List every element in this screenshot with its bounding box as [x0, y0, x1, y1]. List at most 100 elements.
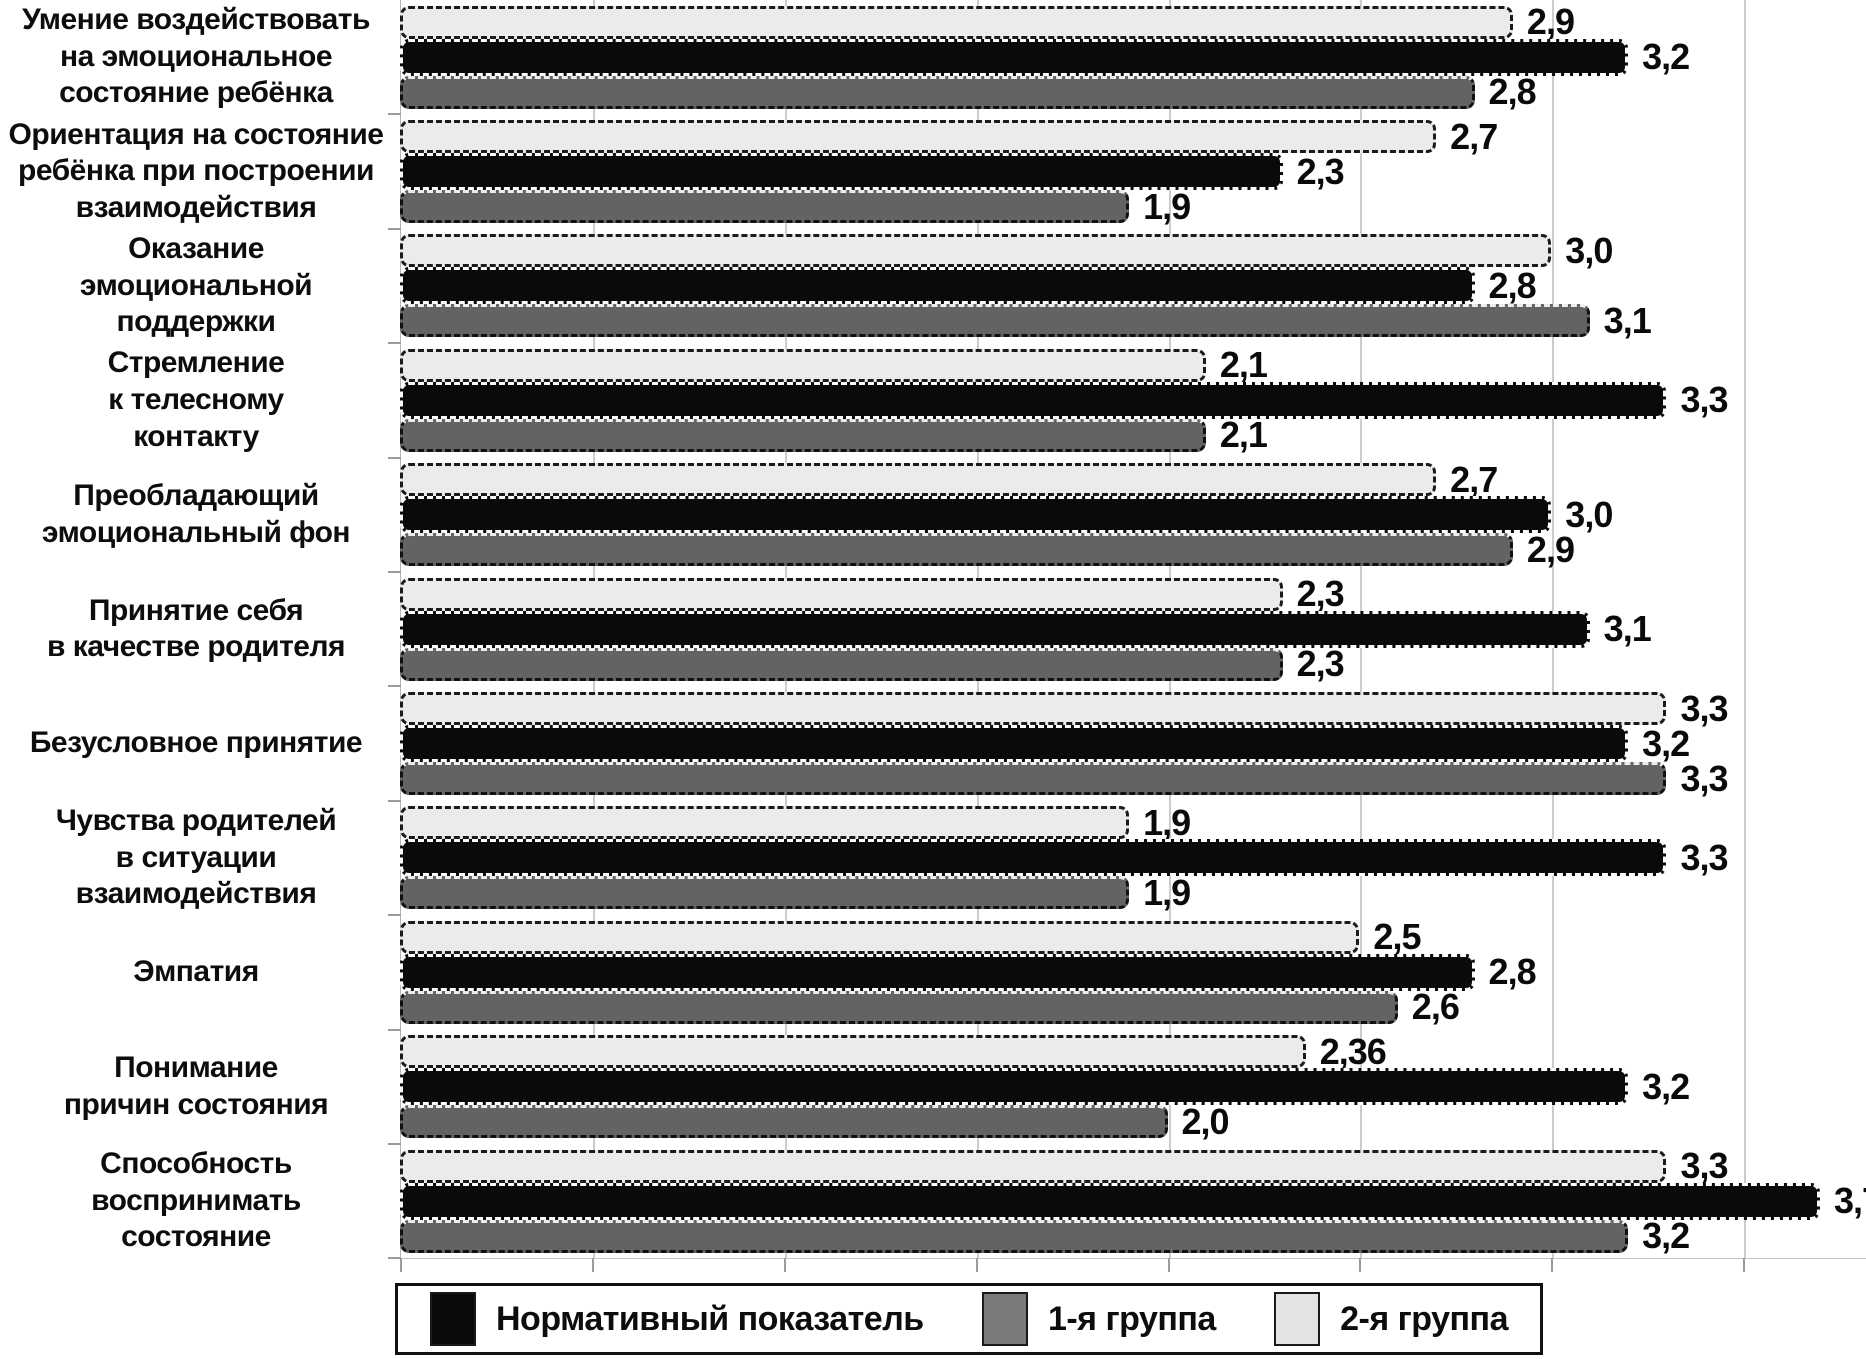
bar-1-я группа [400, 876, 1130, 910]
bar-Нормативный показатель [400, 496, 1552, 534]
bar-2-я группа [400, 920, 1360, 954]
bar-2-я группа [400, 806, 1130, 840]
category-row: Безусловное принятие 3,3 3,2 3,3 [0, 686, 1866, 800]
category-label: Ориентация на состояние ребёнка при пост… [8, 117, 384, 224]
bar-Нормативный показатель [400, 1182, 1820, 1220]
value-label: 3,3 [1680, 687, 1728, 729]
axis-tick-left [388, 914, 401, 917]
bar-line: 2,3 [400, 573, 1866, 615]
category-row: Преобладающий эмоциональный фон 2,7 3,0 2,9 [0, 458, 1866, 572]
legend-label-normative: Нормативный показатель [496, 1299, 924, 1338]
chart-rows: Умение воздействовать на эмоциональное с… [0, 0, 1866, 1258]
value-label: 2,1 [1219, 414, 1268, 456]
value-label: 1,9 [1143, 871, 1191, 913]
value-label: 2,8 [1488, 951, 1537, 993]
bar-1-я группа [400, 190, 1130, 224]
bar-1-я группа [400, 1219, 1629, 1253]
value-label: 2,0 [1181, 1100, 1230, 1142]
bar-1-я группа [400, 304, 1590, 338]
bar-line: 3,3 [400, 1145, 1866, 1187]
value-label: 2,3 [1296, 643, 1345, 685]
axis-tick-bottom [1743, 1258, 1746, 1272]
axis-tick-bottom [591, 1258, 594, 1272]
bar-1-я группа [400, 762, 1667, 796]
category-row: Способность воспринимать состояние 3,3 3,7… [0, 1144, 1866, 1258]
category-bars: 2,5 2,8 2,6 [400, 915, 1866, 1029]
category-bars: 2,9 3,2 2,8 [400, 0, 1866, 114]
bar-2-я группа [400, 5, 1513, 39]
legend-item-group2: 2-я группа [1274, 1292, 1508, 1347]
bar-line: 3,3 [400, 839, 1866, 877]
value-label: 2,1 [1219, 344, 1268, 386]
value-label: 2,8 [1488, 71, 1537, 113]
axis-tick-bottom [1359, 1258, 1362, 1272]
bar-1-я группа [400, 533, 1513, 567]
value-label: 2,5 [1373, 916, 1421, 958]
value-label: 3,1 [1603, 299, 1652, 341]
legend-label-group1: 1-я группа [1047, 1299, 1216, 1338]
legend: Нормативный показатель 1-я группа 2-я гр… [395, 1283, 1543, 1356]
bar-line: 1,9 [400, 185, 1866, 227]
value-label: 2,6 [1411, 986, 1460, 1028]
axis-tick-left [388, 571, 401, 573]
axis-tick-left [388, 227, 401, 230]
category-bars: 2,36 3,2 2,0 [400, 1030, 1866, 1144]
value-label: 1,9 [1143, 185, 1191, 227]
value-label: 3,2 [1642, 722, 1690, 764]
legend-swatch-group2 [1274, 1292, 1321, 1347]
category-bars: 1,9 3,3 1,9 [400, 801, 1866, 915]
category-label: Принятие себя в качестве родителя [46, 593, 346, 664]
axis-tick-left [388, 342, 401, 345]
bar-2-я группа [400, 577, 1283, 611]
value-label: 3,1 [1603, 608, 1652, 650]
value-label: 3,7 [1833, 1180, 1866, 1222]
bar-2-я группа [400, 120, 1437, 154]
category-label: Эмпатия [133, 955, 259, 989]
value-label: 3,0 [1565, 229, 1613, 271]
axis-tick-bottom [975, 1258, 978, 1272]
bar-Нормативный показатель [400, 153, 1283, 191]
category-bars: 2,7 2,3 1,9 [400, 114, 1866, 228]
bar-Нормативный показатель [400, 267, 1475, 305]
category-row: Эмпатия 2,5 2,8 2,6 [0, 915, 1866, 1029]
bar-2-я группа [400, 1035, 1306, 1069]
value-label: 2,7 [1450, 115, 1498, 157]
category-row: Понимание причин состояния 2,36 3,2 2,0 [0, 1030, 1866, 1144]
bar-Нормативный показатель [400, 953, 1475, 991]
value-label: 2,3 [1296, 150, 1345, 192]
bar-line: 3,0 [400, 229, 1866, 271]
value-label: 2,3 [1296, 573, 1345, 615]
bar-line: 2,7 [400, 115, 1866, 157]
value-label: 2,7 [1450, 458, 1498, 500]
bar-line: 3,2 [400, 1065, 1866, 1107]
legend-item-normative: Нормативный показатель [430, 1292, 924, 1347]
bar-line: 2,0 [400, 1100, 1866, 1142]
bar-line: 2,6 [400, 986, 1866, 1028]
bar-1-я группа [400, 647, 1283, 681]
bar-line: 3,7 [400, 1180, 1866, 1222]
bar-line: 3,2 [400, 38, 1866, 76]
value-label: 3,3 [1680, 1145, 1728, 1187]
bar-1-я группа [400, 418, 1206, 452]
value-label: 1,9 [1143, 801, 1191, 843]
value-label: 3,2 [1642, 1065, 1690, 1107]
category-row: Чувства родителей в ситуации взаимодейст… [0, 801, 1866, 915]
value-label: 3,3 [1680, 757, 1728, 799]
bar-Нормативный показатель [400, 38, 1629, 76]
bar-line: 2,8 [400, 951, 1866, 993]
value-label: 2,9 [1526, 1, 1575, 43]
bar-line: 2,36 [400, 1030, 1866, 1072]
bar-line: 3,3 [400, 687, 1866, 729]
bar-Нормативный показатель [400, 610, 1590, 648]
category-label: Оказание эмоциональной поддержки [79, 232, 313, 339]
legend-item-group1: 1-я группа [981, 1292, 1216, 1347]
axis-tick-bottom [783, 1258, 786, 1272]
legend-swatch-normative [430, 1292, 476, 1347]
bar-2-я группа [400, 234, 1552, 268]
value-label: 2,36 [1319, 1030, 1387, 1072]
axis-tick-bottom [400, 1258, 402, 1272]
bar-line: 1,9 [400, 801, 1866, 843]
axis-tick-bottom [1551, 1258, 1554, 1272]
bar-line: 3,2 [400, 722, 1866, 764]
bar-Нормативный показатель [400, 1068, 1629, 1106]
